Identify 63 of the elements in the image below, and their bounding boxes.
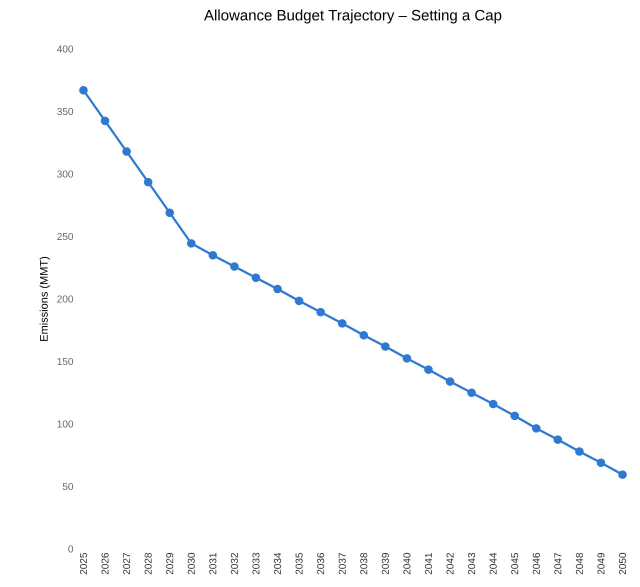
- x-tick-label: 2031: [209, 553, 216, 574]
- x-tick-label: 2050: [619, 552, 626, 574]
- point: [618, 470, 627, 479]
- point: [554, 435, 562, 444]
- y-tick-label: 350: [57, 108, 74, 116]
- y-tick-label: 200: [57, 295, 74, 303]
- x-tick-label: 2029: [166, 553, 174, 574]
- point: [273, 284, 282, 294]
- x-tick-label: 2025: [80, 552, 88, 574]
- point: [208, 250, 218, 260]
- point: [165, 208, 174, 218]
- x-tick-label: 2028: [144, 552, 152, 574]
- point: [359, 330, 368, 340]
- x-tick-label: 2046: [532, 552, 540, 574]
- point: [575, 447, 584, 456]
- chart-title: Allowance Budget Trajectory – Setting a Cap: [204, 9, 502, 24]
- point: [79, 86, 88, 95]
- x-tick-label: 2042: [446, 553, 454, 574]
- x-tick-label: 2048: [576, 552, 583, 574]
- x-tick-label: 2047: [554, 553, 562, 574]
- point: [122, 147, 131, 156]
- x-tick-label: 2032: [230, 553, 238, 574]
- point: [186, 239, 196, 248]
- point: [467, 388, 476, 398]
- x-tick-label: 2045: [511, 552, 518, 574]
- point: [532, 424, 541, 433]
- x-tick-label: 2043: [468, 552, 476, 574]
- point: [316, 308, 325, 316]
- x-tick-label: 2038: [360, 552, 368, 574]
- y-tick-label: 300: [57, 170, 74, 178]
- y-tick-label: 50: [62, 482, 74, 490]
- point: [100, 116, 110, 126]
- point: [381, 342, 390, 351]
- point: [424, 365, 433, 374]
- point: [446, 377, 454, 386]
- x-tick-label: 2044: [490, 552, 497, 574]
- y-tick-label: 0: [68, 545, 74, 553]
- point: [144, 178, 152, 186]
- x-tick-label: 2033: [252, 552, 260, 574]
- x-tick-label: 2030: [188, 552, 195, 574]
- y-tick-label: 400: [57, 45, 74, 53]
- x-tick-label: 2037: [338, 553, 346, 574]
- x-tick-label: 2041: [424, 553, 432, 574]
- point: [252, 273, 260, 282]
- x-tick-label: 2035: [296, 552, 303, 574]
- x-tick-label: 2036: [317, 552, 324, 574]
- point: [510, 412, 520, 420]
- y-tick-label: 150: [58, 358, 74, 366]
- point: [338, 319, 347, 328]
- y-tick-label: 250: [57, 232, 74, 240]
- x-tick-label: 2027: [123, 553, 130, 574]
- x-tick-label: 2049: [597, 553, 605, 574]
- x-tick-label: 2040: [403, 552, 410, 574]
- point: [294, 296, 304, 306]
- x-tick-label: 2034: [274, 552, 282, 574]
- point: [488, 400, 498, 408]
- point: [402, 354, 412, 363]
- x-tick-label: 2039: [382, 553, 389, 574]
- y-axis-title: Emissions (MMT): [40, 256, 50, 341]
- x-tick-label: 2026: [101, 552, 109, 574]
- point: [230, 262, 239, 271]
- point: [596, 458, 606, 468]
- y-tick-label: 100: [58, 420, 74, 428]
